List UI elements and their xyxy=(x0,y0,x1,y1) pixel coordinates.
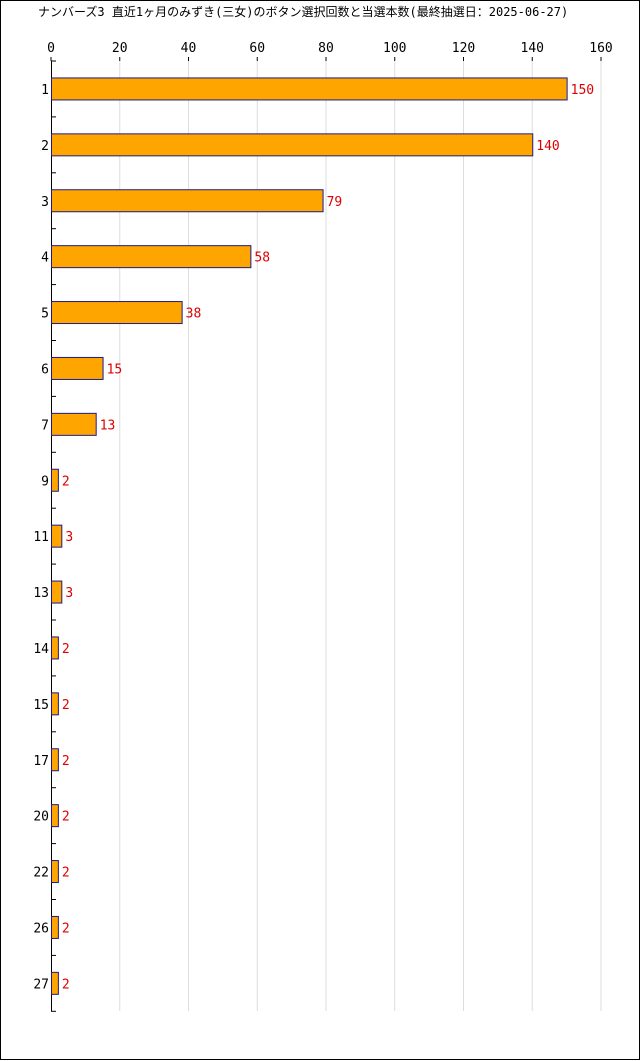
x-tick-label-60: 60 xyxy=(249,41,265,56)
value-label-6: 15 xyxy=(107,362,123,377)
category-label-27: 27 xyxy=(33,977,49,992)
category-label-5: 5 xyxy=(41,307,49,322)
x-tick-label-120: 120 xyxy=(452,41,475,56)
x-tick-label-20: 20 xyxy=(112,41,128,56)
value-label-7: 13 xyxy=(100,418,116,433)
value-label-22: 2 xyxy=(62,866,70,881)
bar-15 xyxy=(51,692,59,716)
bar-6 xyxy=(51,356,104,380)
value-label-27: 2 xyxy=(62,977,70,992)
x-tick-label-160: 160 xyxy=(589,41,612,56)
bar-7 xyxy=(51,412,97,436)
category-label-3: 3 xyxy=(41,195,49,210)
value-label-1: 150 xyxy=(571,83,594,98)
category-label-26: 26 xyxy=(33,921,49,936)
bar-1 xyxy=(51,77,568,101)
value-label-14: 2 xyxy=(62,642,70,657)
value-label-5: 38 xyxy=(186,307,202,322)
value-label-15: 2 xyxy=(62,698,70,713)
category-label-17: 17 xyxy=(33,754,49,769)
bar-27 xyxy=(51,971,59,995)
value-label-20: 2 xyxy=(62,810,70,825)
bar-20 xyxy=(51,804,59,828)
x-tick-label-100: 100 xyxy=(383,41,406,56)
value-label-17: 2 xyxy=(62,754,70,769)
category-label-11: 11 xyxy=(33,530,49,545)
category-label-13: 13 xyxy=(33,586,49,601)
x-tick-label-40: 40 xyxy=(181,41,197,56)
category-label-2: 2 xyxy=(41,139,49,154)
bar-4 xyxy=(51,245,252,269)
value-label-2: 140 xyxy=(536,139,559,154)
chart-title: ナンバーズ3 直近1ヶ月のみずき(三女)のボタン選択回数と当選本数(最終抽選日：… xyxy=(38,4,568,19)
value-label-9: 2 xyxy=(62,474,70,489)
bar-26 xyxy=(51,915,59,939)
category-label-20: 20 xyxy=(33,810,49,825)
category-label-1: 1 xyxy=(41,83,49,98)
category-label-22: 22 xyxy=(33,866,49,881)
category-label-14: 14 xyxy=(33,642,49,657)
value-label-4: 58 xyxy=(254,251,270,266)
category-label-6: 6 xyxy=(41,362,49,377)
bar-13 xyxy=(51,580,63,604)
value-label-11: 3 xyxy=(65,530,73,545)
bar-5 xyxy=(51,301,183,325)
bar-22 xyxy=(51,860,59,884)
bar-9 xyxy=(51,468,59,492)
x-tick-label-80: 80 xyxy=(318,41,334,56)
category-label-4: 4 xyxy=(41,251,49,266)
value-label-26: 2 xyxy=(62,921,70,936)
category-label-9: 9 xyxy=(41,474,49,489)
bar-14 xyxy=(51,636,59,660)
x-tick-label-140: 140 xyxy=(521,41,544,56)
bars xyxy=(51,77,568,995)
bar-17 xyxy=(51,748,59,772)
category-label-7: 7 xyxy=(41,418,49,433)
x-tick-labels: 0 20 40 60 80 100 120 140 160 xyxy=(47,41,613,56)
value-label-3: 79 xyxy=(327,195,343,210)
grid-lines xyxy=(119,61,602,1011)
bar-11 xyxy=(51,524,63,548)
category-label-15: 15 xyxy=(33,698,49,713)
value-labels: 150 140 79 58 38 15 13 2 3 3 2 2 2 2 2 2 2 xyxy=(62,83,594,992)
category-labels: 1 2 3 4 5 6 7 9 11 13 14 15 17 20 22 26 27 xyxy=(33,83,49,992)
value-label-13: 3 xyxy=(65,586,73,601)
bar-3 xyxy=(51,189,324,213)
x-tick-label-0: 0 xyxy=(47,41,55,56)
bar-2 xyxy=(51,133,534,157)
